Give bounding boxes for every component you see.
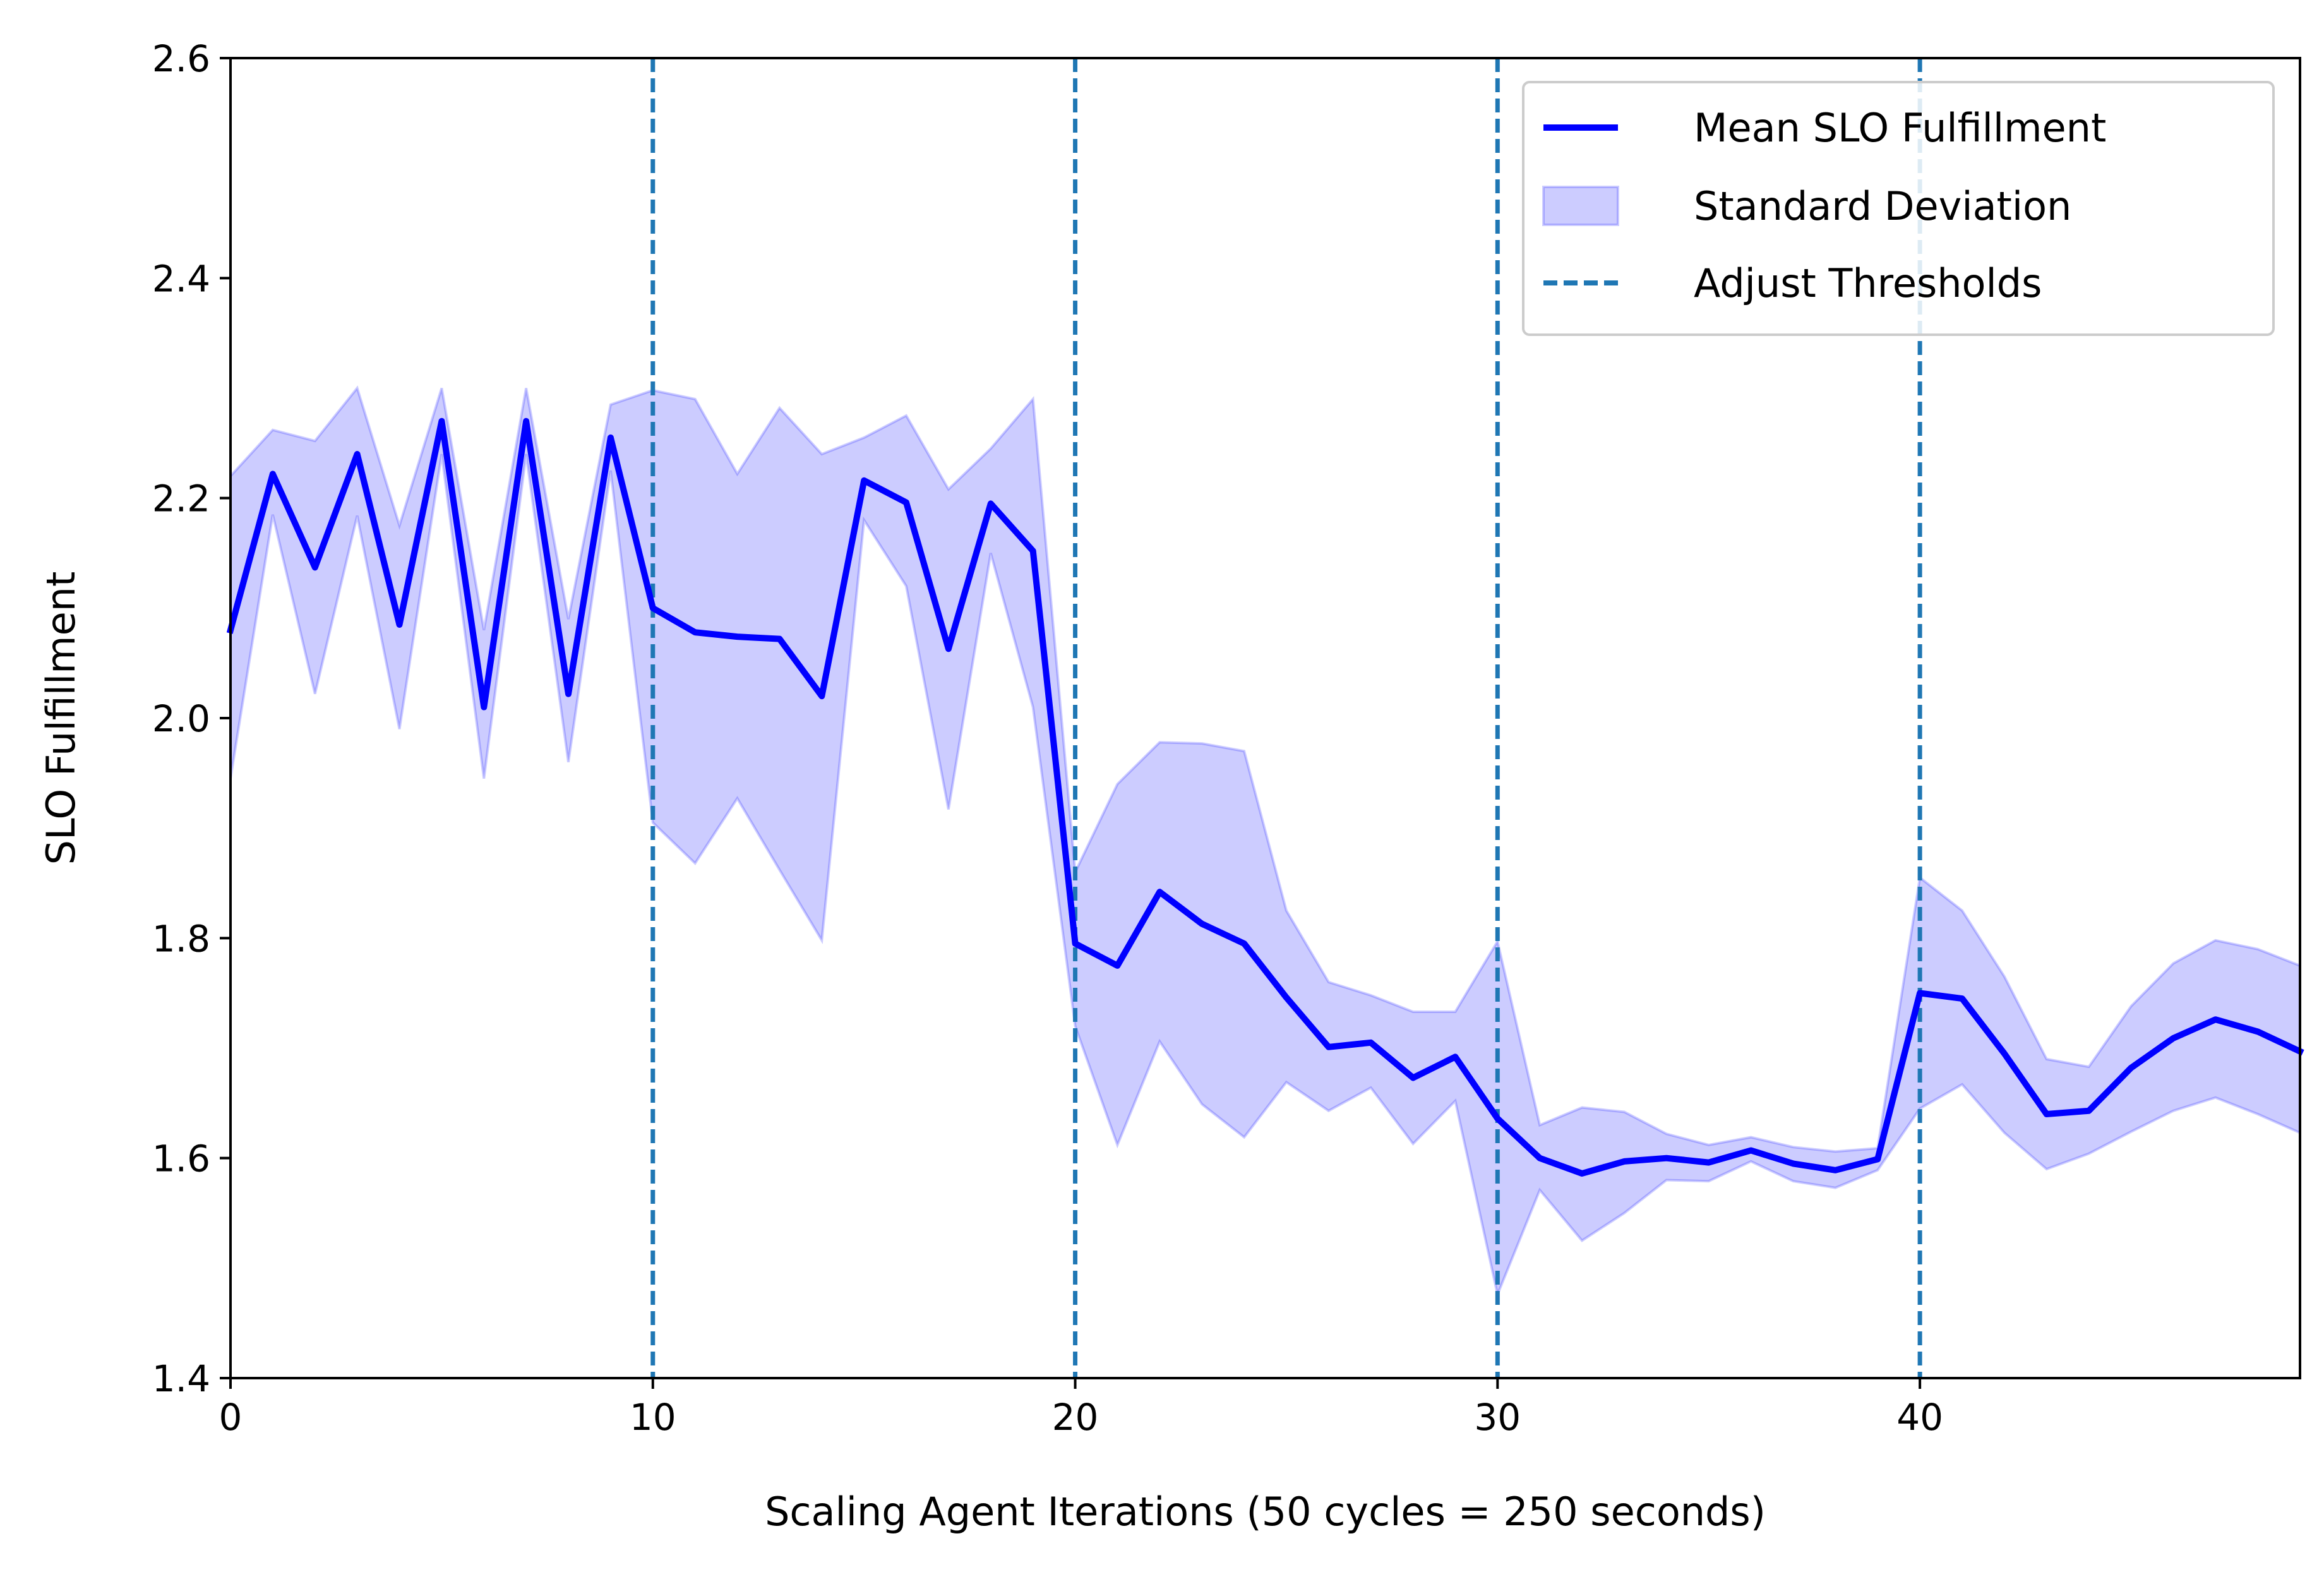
- x-axis-label: Scaling Agent Iterations (50 cycles = 25…: [765, 1489, 1766, 1535]
- threshold-lines-layer: [650, 58, 1922, 1378]
- legend-box: [1522, 81, 2275, 336]
- mean-line: [226, 417, 2304, 1177]
- y-tick-label: 2.0: [152, 697, 210, 740]
- y-tick-label: 1.6: [152, 1137, 210, 1180]
- y-tick-label: 2.2: [152, 477, 210, 520]
- y-tick-label: 1.8: [152, 917, 210, 960]
- y-axis-ticks: 1.4 1.6 1.8 2.0 2.2 2.4 2.6: [152, 37, 231, 1400]
- legend-label-std: Standard Deviation: [1694, 183, 2071, 229]
- mean-line-layer: [226, 417, 2304, 1177]
- legend: Mean SLO Fulfillment Standard Deviation …: [1522, 81, 2275, 336]
- x-tick-label: 30: [1474, 1396, 1521, 1439]
- y-axis-label: SLO Fulfillment: [38, 572, 84, 865]
- legend-label-mean: Mean SLO Fulfillment: [1694, 105, 2106, 151]
- x-tick-label: 20: [1052, 1396, 1099, 1439]
- legend-swatch-std: [1542, 186, 1619, 226]
- x-tick-label: 0: [219, 1396, 243, 1439]
- x-axis-ticks: 0 10 20 30 40: [219, 1378, 1943, 1439]
- legend-label-thresholds: Adjust Thresholds: [1694, 260, 2042, 306]
- y-tick-label: 2.4: [152, 257, 210, 300]
- x-tick-label: 10: [630, 1396, 676, 1439]
- y-tick-label: 2.6: [152, 37, 210, 80]
- y-tick-label: 1.4: [152, 1357, 210, 1400]
- x-tick-label: 40: [1896, 1396, 1943, 1439]
